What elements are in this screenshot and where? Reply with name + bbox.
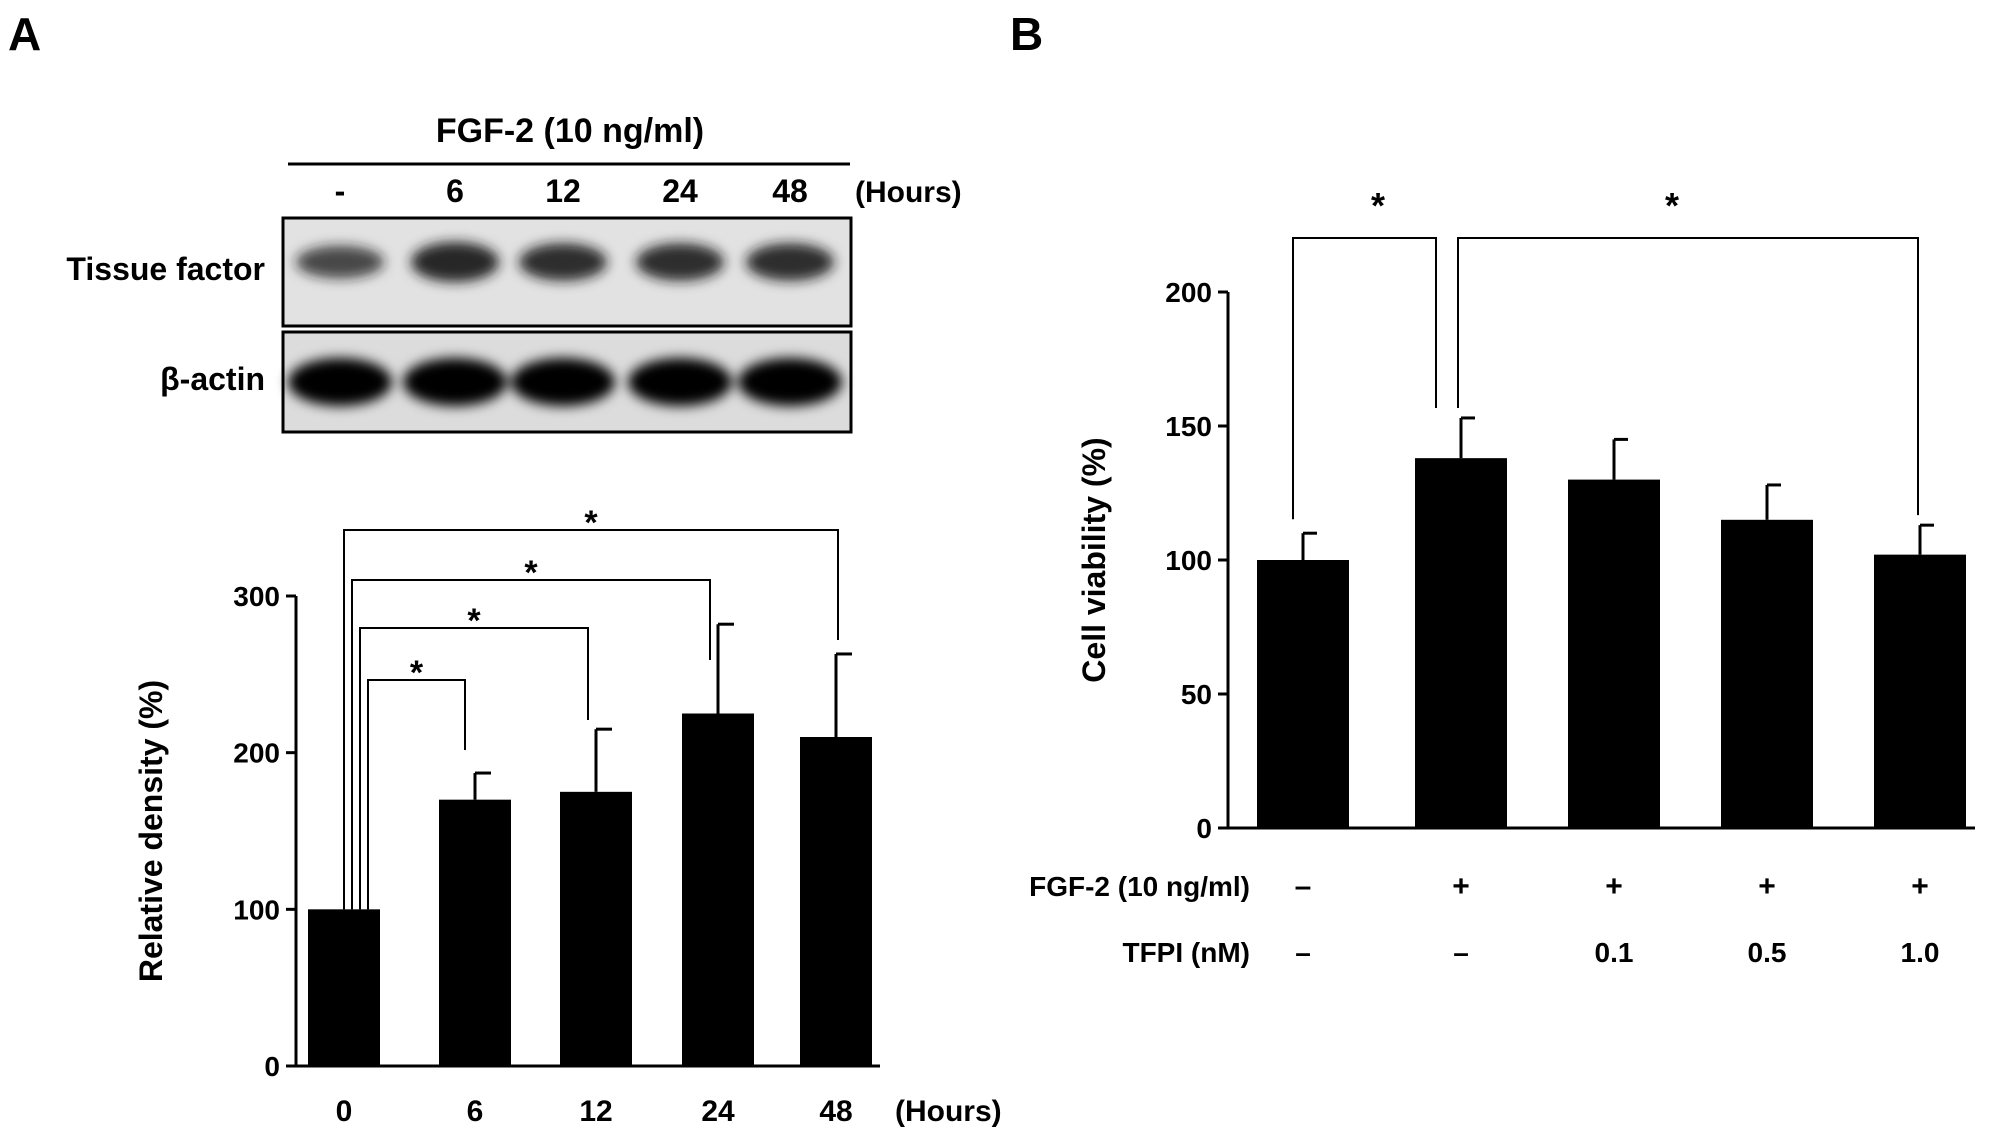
significance-marker: *	[1371, 185, 1385, 226]
condition-fgf2-value: –	[1295, 870, 1312, 903]
condition-tfpi-value: 0.1	[1595, 937, 1634, 968]
blot-unit-label: (Hours)	[855, 176, 962, 209]
panel-b-label: B	[1010, 8, 1043, 60]
x-tick-label: 48	[819, 1095, 852, 1128]
y-tick-label: 0	[1196, 813, 1212, 844]
bar	[1415, 458, 1507, 828]
bar	[682, 713, 754, 1066]
significance-bracket	[1292, 237, 1437, 520]
x-tick-label: 12	[579, 1095, 612, 1128]
significance-marker: *	[467, 602, 481, 640]
tissue-factor-band	[519, 243, 607, 281]
significance-bracket	[351, 579, 711, 910]
y-tick-label: 100	[1165, 545, 1212, 576]
panel-a-label: A	[8, 8, 41, 60]
condition-label-fgf2: FGF-2 (10 ng/ml)	[1029, 871, 1250, 902]
bar	[308, 909, 380, 1066]
bar	[1257, 560, 1349, 828]
y-axis-label: Cell viability (%)	[1076, 437, 1112, 682]
y-tick-label: 100	[233, 894, 280, 925]
y-tick-label: 200	[233, 738, 280, 769]
beta-actin-band	[288, 358, 392, 406]
beta-actin-band	[738, 358, 842, 406]
beta-actin-band	[403, 358, 507, 406]
x-tick-label: 6	[467, 1095, 484, 1128]
significance-marker: *	[1665, 185, 1679, 226]
significance-marker: *	[584, 504, 598, 542]
x-tick-label: 24	[701, 1095, 735, 1128]
chart-a: 0 100 200 300 Relative density (%) 0 6 12 24 48 (H…	[133, 504, 1002, 1128]
condition-fgf2-value: +	[1911, 870, 1929, 903]
blot-tissue-factor	[281, 216, 853, 328]
condition-table: – + + + + – – 0.1 0.5 1.0	[1295, 870, 1940, 968]
tissue-factor-band	[296, 245, 384, 279]
blot-lane-label: 12	[545, 173, 581, 209]
x-axis-label: (Hours)	[895, 1095, 1002, 1128]
y-tick-label: 0	[264, 1051, 280, 1082]
y-tick-label: 300	[233, 581, 280, 612]
y-tick-label: 150	[1165, 411, 1212, 442]
condition-fgf2-value: +	[1605, 870, 1623, 903]
blot-row-label-tissue-factor: Tissue factor	[66, 251, 265, 287]
blot-lane-labels: - 6 12 24 48	[335, 173, 808, 209]
condition-fgf2-value: +	[1452, 870, 1470, 903]
tissue-factor-band	[636, 243, 724, 281]
significance-bracket	[359, 627, 589, 910]
tissue-factor-band	[411, 242, 499, 282]
x-tick-label: 0	[336, 1095, 353, 1128]
blot-lane-label: 6	[446, 173, 464, 209]
tissue-factor-band	[746, 243, 834, 281]
significance-marker: *	[524, 554, 538, 592]
significance-bracket	[1457, 237, 1919, 516]
bar	[439, 799, 511, 1066]
y-tick-label: 50	[1181, 679, 1212, 710]
y-axis-label: Relative density (%)	[133, 680, 169, 982]
bar	[1721, 519, 1813, 828]
bar	[1874, 554, 1966, 828]
significance-marker: *	[410, 654, 424, 692]
bar	[1568, 479, 1660, 828]
condition-fgf2-value: +	[1758, 870, 1776, 903]
condition-tfpi-value: 1.0	[1901, 937, 1940, 968]
blot-row-label-beta-actin: β-actin	[160, 361, 265, 397]
bar	[560, 791, 632, 1066]
condition-tfpi-value: –	[1295, 937, 1311, 968]
beta-actin-band	[628, 358, 732, 406]
y-tick-label: 200	[1165, 277, 1212, 308]
condition-tfpi-value: –	[1453, 937, 1469, 968]
blot-lane-label: 24	[662, 173, 698, 209]
significance-bracket	[367, 679, 466, 910]
chart-b: 0 50 100 150 200 Cell viability (%) * *	[1076, 185, 1975, 844]
significance-bracket	[343, 529, 839, 910]
blot-lane-label: 48	[772, 173, 808, 209]
condition-label-tfpi: TFPI (nM)	[1122, 937, 1250, 968]
blot-treatment-label: FGF-2 (10 ng/ml)	[436, 112, 704, 150]
blot-lane-label: -	[335, 173, 346, 209]
bar	[800, 737, 872, 1066]
blot-beta-actin	[281, 330, 853, 434]
condition-tfpi-value: 0.5	[1748, 937, 1787, 968]
beta-actin-band	[511, 358, 615, 406]
